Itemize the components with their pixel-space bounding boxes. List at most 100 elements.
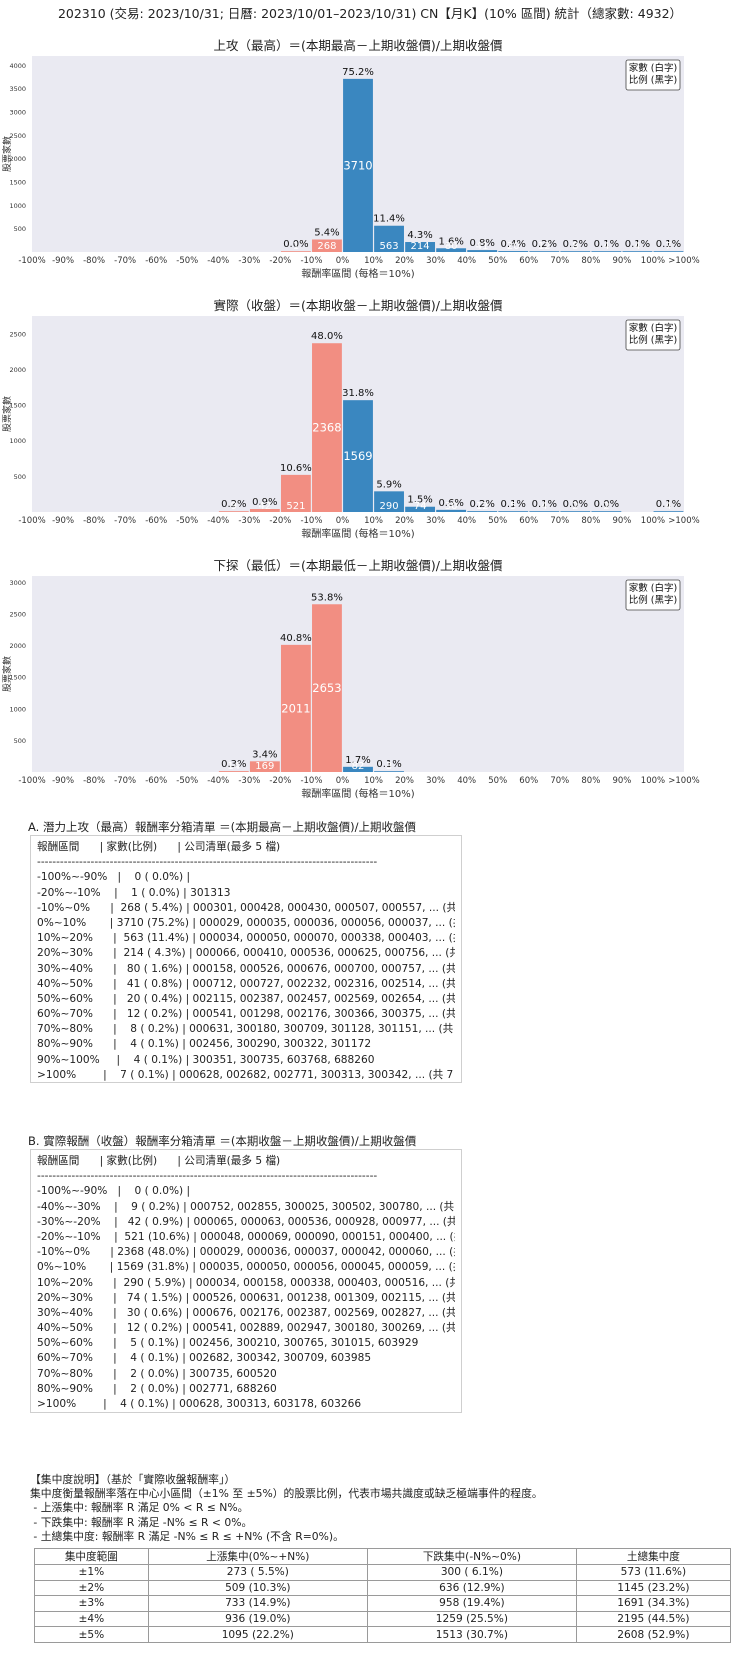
chart1-pct-label: 0.9% — [252, 497, 277, 508]
chart1-bar — [467, 511, 498, 512]
chart1-count-label: 2 — [603, 501, 609, 512]
concentration-cell: 936 (19.0%) — [147, 1610, 369, 1628]
chart1-pct-label: 10.6% — [280, 463, 312, 474]
chart0-xtick-label: 10% — [364, 256, 383, 266]
chart0-xtick-label: -10% — [300, 256, 322, 266]
section-b-row: 40%~50% | 12 ( 0.2%) | 000541, 002889, 0… — [37, 1322, 455, 1335]
chart1-ytick-label: 1000 — [9, 437, 26, 445]
chart0-ytick-label: 3000 — [9, 109, 26, 117]
chart2-ytick-label: 1000 — [9, 705, 26, 713]
chart1-legend: 家數 (白字)比例 (黑字) — [625, 319, 681, 351]
chart0-count-label: 563 — [380, 241, 399, 252]
chart2-ylabel: 股票家數 — [1, 656, 13, 692]
chart1-xtick-label: -40% — [207, 516, 229, 526]
chart0-bar — [622, 251, 653, 252]
chart0-legend-box — [625, 59, 681, 91]
concentration-note-line: 集中度衡量報酬率落在中心小區間（±1% 至 ±5%）的股票比例，代表市場共識度或… — [30, 1487, 543, 1501]
section-b-row: >100% | 4 ( 0.1%) | 000628, 300313, 6031… — [37, 1398, 362, 1410]
chart1-xtick-label: 0% — [336, 516, 350, 526]
concentration-row: ±4% 936 (19.0%) 1259 (25.5%) 2195 (44.5%) — [34, 1610, 732, 1628]
chart2-legend-entry: 家數 (白字) — [629, 582, 677, 594]
chart0-count-label: 4 — [603, 241, 609, 252]
chart0-count-label: 41 — [476, 241, 489, 252]
section-a-row: 報酬區間 | 家數(比例) | 公司清單(最多 5 檔) — [37, 841, 281, 853]
chart0-count-label: 20 — [507, 241, 520, 252]
chart0-count-label: 268 — [317, 241, 336, 252]
actual-close-chart: 實際（收盤）＝(本期收盤－上期收盤價)/上期收盤價 500 1000 1500 2000… — [1, 298, 700, 540]
chart1-count-label: 2368 — [312, 421, 341, 435]
chart1-ytick-label: 500 — [14, 473, 26, 481]
concentration-cell: ±1% — [34, 1564, 149, 1581]
section-a-row: -100%~-90% | 0 ( 0.0%) | — [37, 871, 191, 884]
chart1-count-label: 74 — [414, 501, 427, 512]
upside-high-chart: 上攻（最高）＝(本期最高－上期收盤價)/上期收盤價 500 1000 1500 2000… — [1, 38, 700, 280]
chart1-count-label: 4 — [665, 501, 671, 512]
concentration-cell: 273 ( 5.5%) — [147, 1564, 369, 1581]
chart1-bar — [560, 511, 591, 512]
chart1-xtick-label: -70% — [114, 516, 136, 526]
chart0-xtick-label: 40% — [457, 256, 476, 266]
chart1-bar — [312, 343, 342, 512]
chart1-xtick-label: 30% — [426, 516, 445, 526]
chart0-xtick-label: 50% — [488, 256, 507, 266]
chart1-bar — [280, 474, 311, 512]
chart0-ytick-label: 2000 — [9, 155, 26, 163]
section-b-row: 20%~30% | 74 ( 1.5%) | 000526, 000631, 0… — [37, 1291, 455, 1304]
chart2-count-label: 82 — [352, 761, 365, 772]
chart1-bar — [498, 511, 529, 512]
chart1-count-label: 9 — [231, 501, 237, 512]
section-b-row: 60%~70% | 4 ( 0.1%) | 002682, 300342, 30… — [37, 1352, 372, 1365]
section-b-list: 報酬區間 | 家數(比例) | 公司清單(最多 5 檔) ------------… — [30, 1149, 462, 1413]
concentration-cell: 636 (12.9%) — [367, 1579, 577, 1597]
section-b-row: -40%~-30% | 9 ( 0.2%) | 000752, 002855, … — [37, 1200, 455, 1213]
chart1-count-label: 42 — [258, 501, 271, 512]
concentration-cell: 573 (11.6%) — [575, 1564, 732, 1581]
section-b-row: ----------------------------------------… — [37, 1170, 378, 1183]
chart2-xlabel: 報酬率區間 (每格＝10%) — [301, 787, 414, 800]
chart2-ytick-label: 1500 — [9, 674, 26, 682]
section-b-row: -10%~0% | 2368 (48.0%) | 000029, 000036,… — [37, 1246, 455, 1259]
chart2-pct-label: 0.1% — [376, 759, 401, 770]
concentration-header-row: 集中度範圍 上漲集中(0%~+N%) 下跌集中(-N%~0%) 土總集中度 — [34, 1548, 732, 1565]
concentration-cell: ±5% — [34, 1626, 149, 1643]
chart2-count-label: 14 — [227, 761, 240, 772]
chart1-count-label: 521 — [286, 501, 305, 512]
chart0-bar — [343, 78, 373, 252]
chart0-count-label: 8 — [572, 241, 578, 252]
concentration-header-cell: 集中度範圍 — [34, 1548, 149, 1565]
chart1-xtick-label: 50% — [488, 516, 507, 526]
chart0-count-label: 1 — [293, 241, 299, 252]
concentration-table: 集中度範圍 上漲集中(0%~+N%) 下跌集中(-N%~0%) 土總集中度 ±1% 273… — [34, 1548, 732, 1643]
chart0-ytick-label: 1000 — [9, 202, 26, 210]
chart0-bar — [405, 242, 436, 252]
chart2-bar — [343, 766, 373, 772]
chart0-xtick-label: 30% — [426, 256, 445, 266]
chart1-xtick-label: -80% — [83, 516, 105, 526]
chart0-pct-label: 11.4% — [373, 214, 405, 225]
section-b-row: -30%~-20% | 42 ( 0.9%) | 000065, 000063,… — [37, 1215, 455, 1228]
chart2-xtick-label: -100% — [18, 776, 45, 786]
chart2-xtick-label: >100% — [668, 776, 699, 786]
chart1-pct-label: 0.6% — [438, 498, 463, 509]
downside-low-chart: 下探（最低）＝(本期最低－上期收盤價)/上期收盤價 500 1000 1500 2000… — [1, 558, 700, 800]
chart1-pct-label: 1.5% — [407, 495, 432, 506]
concentration-cell: 1259 (25.5%) — [367, 1610, 577, 1628]
chart0-pct-label: 0.1% — [625, 239, 650, 250]
chart1-bar — [591, 511, 622, 512]
chart2-xtick-label: 70% — [550, 776, 569, 786]
chart2-xtick-label: -60% — [145, 776, 167, 786]
chart0-xtick-label: -90% — [52, 256, 74, 266]
section-b-row: -20%~-10% | 521 (10.6%) | 000048, 000069… — [37, 1230, 455, 1243]
chart0-xtick-label: -20% — [269, 256, 291, 266]
chart2-legend-entry: 比例 (黑字) — [629, 594, 677, 606]
chart2-bar — [249, 761, 280, 772]
chart1-bar — [529, 511, 560, 512]
chart0-bar — [560, 251, 591, 252]
chart1-bar — [374, 491, 404, 512]
chart0-bar — [498, 251, 529, 252]
section-a-row: 0%~10% | 3710 (75.2%) | 000029, 000035, … — [37, 916, 455, 929]
chart1-pct-label: 0.0% — [563, 499, 588, 510]
chart2-xtick-label: 20% — [395, 776, 414, 786]
chart0-bar — [312, 239, 342, 252]
chart0-ytick-label: 3500 — [9, 85, 26, 93]
